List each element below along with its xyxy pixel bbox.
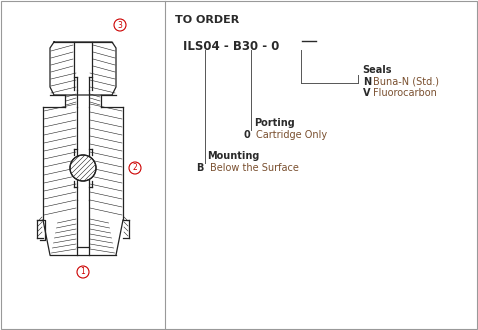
Text: 1: 1 <box>81 268 86 277</box>
Text: Cartridge Only: Cartridge Only <box>256 130 327 140</box>
Text: Seals: Seals <box>362 65 391 75</box>
Circle shape <box>129 162 141 174</box>
Circle shape <box>114 19 126 31</box>
Text: Mounting: Mounting <box>207 151 260 161</box>
Circle shape <box>77 266 89 278</box>
Text: Buna-N (Std.): Buna-N (Std.) <box>373 77 439 87</box>
Text: 0: 0 <box>244 130 251 140</box>
Text: Fluorocarbon: Fluorocarbon <box>373 88 437 98</box>
Text: N: N <box>363 77 371 87</box>
Circle shape <box>70 155 96 181</box>
Text: ILS04 - B30 - 0: ILS04 - B30 - 0 <box>183 40 279 53</box>
Text: 3: 3 <box>118 20 122 29</box>
Text: Porting: Porting <box>254 118 295 128</box>
Text: TO ORDER: TO ORDER <box>175 15 239 25</box>
Text: B: B <box>196 163 203 173</box>
Text: Below the Surface: Below the Surface <box>210 163 299 173</box>
Text: 2: 2 <box>132 163 137 173</box>
Text: V: V <box>363 88 370 98</box>
